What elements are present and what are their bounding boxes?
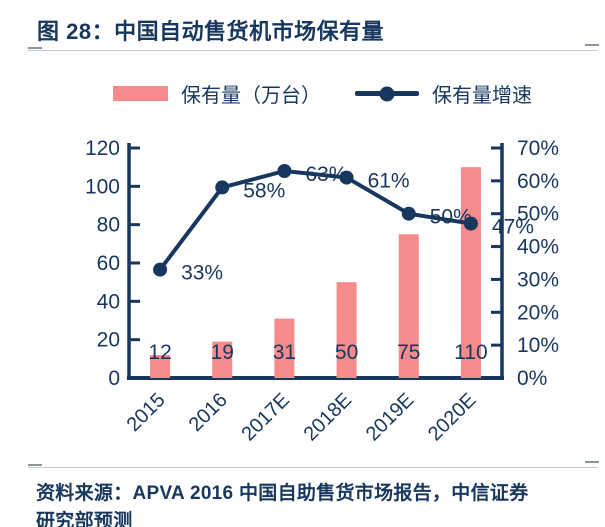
left-axis-tick-label: 100	[85, 175, 120, 198]
growth-value-label: 63%	[305, 163, 347, 186]
line-dot-icon	[379, 86, 395, 101]
right-axis-tick-label: 20%	[517, 301, 559, 324]
right-axis-tick-label: 50%	[517, 203, 559, 226]
line-point	[401, 206, 416, 221]
bar	[336, 282, 357, 378]
x-axis-category-label: 2020E	[424, 389, 480, 445]
right-axis-tick-label: 40%	[517, 236, 559, 259]
right-axis-tick-label: 70%	[517, 137, 559, 160]
bar-value-label: 31	[273, 341, 296, 364]
bar	[274, 318, 295, 378]
growth-value-label: 50%	[430, 206, 472, 229]
line-point	[153, 262, 168, 277]
bar	[212, 341, 233, 378]
bar-value-label: 50	[335, 341, 358, 364]
x-axis-category-label: 2015	[123, 389, 170, 436]
left-axis-tick-label: 120	[85, 137, 120, 160]
line-point	[215, 180, 230, 195]
growth-value-label: 33%	[181, 262, 223, 285]
line-point	[463, 216, 478, 231]
bar	[150, 355, 171, 378]
source-note: 资料来源：APVA 2016 中国自助售货市场报告，中信证券 研究部预测	[36, 480, 598, 527]
figure-title: 图 28：中国自动售货机市场保有量	[37, 19, 385, 44]
left-axis-tick-label: 20	[97, 329, 120, 352]
edge-dash	[28, 47, 42, 49]
bar-value-label: 75	[397, 341, 420, 364]
bar-value-label: 110	[454, 341, 487, 364]
source-divider	[28, 467, 597, 468]
bar-swatch-icon	[113, 86, 168, 101]
right-axis-tick-label: 0%	[517, 367, 547, 390]
legend-item-growth: 保有量增速	[355, 79, 532, 108]
right-axis-tick-label: 30%	[517, 268, 559, 291]
left-axis-tick-label: 80	[97, 214, 120, 237]
x-axis-category-label: 2016	[185, 389, 232, 436]
growth-value-label: 58%	[243, 179, 285, 202]
edge-dash	[585, 461, 599, 463]
bar	[398, 234, 419, 378]
chart-legend: 保有量（万台） 保有量增速	[20, 79, 605, 108]
line-point	[277, 164, 292, 178]
bar-value-label: 12	[148, 341, 171, 364]
line-marker-icon	[355, 86, 419, 101]
left-axis-tick-label: 60	[97, 252, 120, 275]
growth-line	[158, 168, 472, 271]
left-axis-tick-label: 0	[108, 367, 120, 390]
legend-item-holdings: 保有量（万台）	[113, 79, 321, 108]
line-point	[339, 170, 354, 185]
edge-dash	[585, 44, 599, 46]
x-axis-category-label: 2017E	[237, 389, 293, 445]
edge-dash	[28, 464, 42, 466]
source-line-2: 研究部预测	[36, 511, 133, 527]
x-axis-category-label: 2019E	[362, 389, 418, 445]
left-axis-tick-label: 40	[97, 290, 120, 313]
source-line-1: 资料来源：APVA 2016 中国自助售货市场报告，中信证券	[36, 483, 529, 504]
growth-value-label: 61%	[368, 170, 410, 193]
x-axis-category-label: 2018E	[300, 389, 356, 445]
legend-line-label: 保有量增速	[432, 85, 532, 107]
right-axis-tick-label: 10%	[517, 334, 559, 357]
title-divider	[28, 50, 597, 51]
growth-value-label: 47%	[492, 216, 534, 239]
legend-bar-label: 保有量（万台）	[181, 85, 321, 107]
right-axis-tick-label: 60%	[517, 170, 559, 193]
bar-value-label: 19	[211, 341, 234, 364]
